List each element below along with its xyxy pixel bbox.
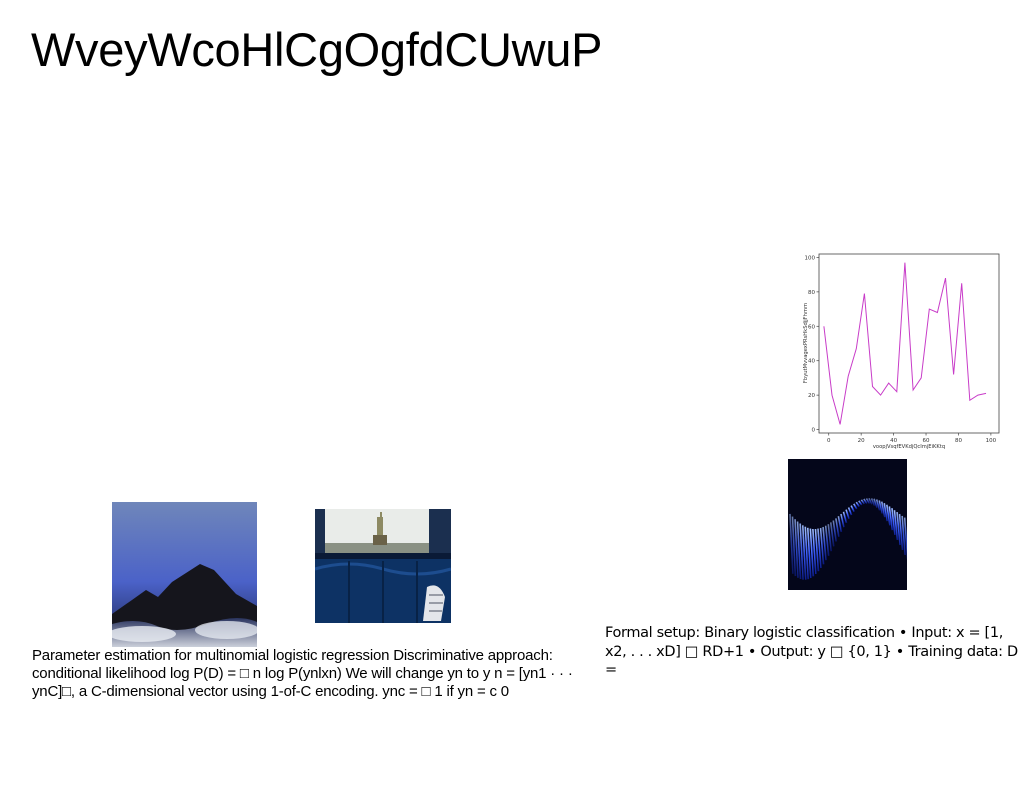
wave-line bbox=[888, 506, 894, 531]
wave-line bbox=[903, 517, 907, 560]
x-tick-label: 100 bbox=[986, 438, 997, 444]
window-photo bbox=[315, 509, 451, 623]
wave-line bbox=[860, 499, 866, 505]
y-tick-label: 40 bbox=[808, 359, 815, 365]
x-tick-label: 40 bbox=[890, 438, 897, 444]
wave-line bbox=[814, 528, 820, 572]
wave-line bbox=[850, 505, 855, 513]
wave-line bbox=[845, 509, 850, 519]
line-chart: 0 20 40 60 80 100 0 20 40 60 80 100 voopjVsqfEVKdjQ… bbox=[798, 250, 1004, 452]
wave-line bbox=[840, 513, 845, 528]
wave-line bbox=[868, 497, 873, 505]
wave-line bbox=[883, 502, 889, 522]
y-tick-label: 80 bbox=[808, 290, 815, 296]
x-tick-label: 20 bbox=[858, 438, 865, 444]
wave-line bbox=[830, 522, 835, 547]
wave-line bbox=[807, 527, 812, 579]
wave-line bbox=[832, 520, 838, 542]
wave-line bbox=[865, 498, 871, 504]
mountain-photo bbox=[112, 502, 257, 647]
series-line bbox=[823, 262, 987, 425]
points-layer bbox=[823, 262, 987, 425]
wave-line bbox=[809, 528, 815, 577]
wave-line bbox=[875, 499, 881, 511]
wave-line bbox=[804, 526, 810, 580]
wave-line bbox=[855, 501, 860, 508]
x-tick-label: 60 bbox=[923, 438, 930, 444]
wave-line bbox=[822, 526, 827, 561]
wave-line bbox=[802, 525, 807, 580]
wave-line bbox=[863, 498, 868, 504]
wave-line bbox=[858, 500, 863, 506]
wave-line bbox=[812, 528, 817, 575]
wave-line bbox=[896, 512, 901, 546]
wave-line bbox=[842, 511, 848, 524]
body-text-right: Formal setup: Binary logistic classifica… bbox=[605, 625, 1018, 678]
wave-line bbox=[796, 521, 802, 580]
wave-line bbox=[837, 516, 843, 533]
y-tick-label: 20 bbox=[808, 393, 815, 399]
body-text-left: Parameter estimation for multinomial log… bbox=[32, 647, 573, 700]
y-tick-label: 100 bbox=[805, 255, 816, 261]
wave-line bbox=[901, 515, 906, 555]
wave-line bbox=[878, 500, 884, 514]
ticks-layer: 0 20 40 60 80 100 0 20 40 60 80 100 bbox=[805, 255, 997, 444]
wave-line bbox=[794, 519, 799, 578]
wave-abstract-photo bbox=[788, 459, 907, 590]
y-axis-label: FbyutMvvagexPRsHkSdjjFhmm bbox=[803, 303, 809, 383]
x-tick-label: 80 bbox=[955, 438, 962, 444]
y-tick-label: 60 bbox=[808, 324, 815, 330]
y-tick-label: 0 bbox=[812, 428, 816, 434]
wave-line bbox=[873, 498, 878, 509]
wave-line bbox=[799, 523, 804, 580]
wave-line bbox=[824, 525, 830, 556]
wave-line bbox=[847, 507, 853, 516]
wave-line bbox=[853, 503, 858, 510]
wave-line bbox=[881, 501, 886, 518]
wave-line bbox=[817, 528, 822, 569]
wave-line bbox=[791, 516, 797, 577]
wave-line bbox=[789, 513, 794, 574]
x-axis-label: voopjVsqfEVKdjQcImjEiKKtq bbox=[873, 444, 945, 450]
line-chart-svg: 0 20 40 60 80 100 0 20 40 60 80 100 voopjVsqfEVKdjQ… bbox=[803, 253, 1000, 450]
wave-line bbox=[835, 518, 840, 537]
wave-line bbox=[819, 527, 825, 565]
plot-frame bbox=[818, 253, 1000, 434]
wave-lines bbox=[789, 497, 907, 580]
wave-line bbox=[893, 510, 899, 540]
wave-line bbox=[870, 498, 876, 507]
wave-line bbox=[891, 508, 896, 535]
wave-line bbox=[886, 504, 891, 526]
wave-line bbox=[827, 524, 833, 552]
wave-line bbox=[898, 513, 904, 551]
x-tick-label: 0 bbox=[827, 438, 831, 444]
slide-title: WveyWcoHlCgOgfdCUwuP bbox=[31, 23, 603, 76]
